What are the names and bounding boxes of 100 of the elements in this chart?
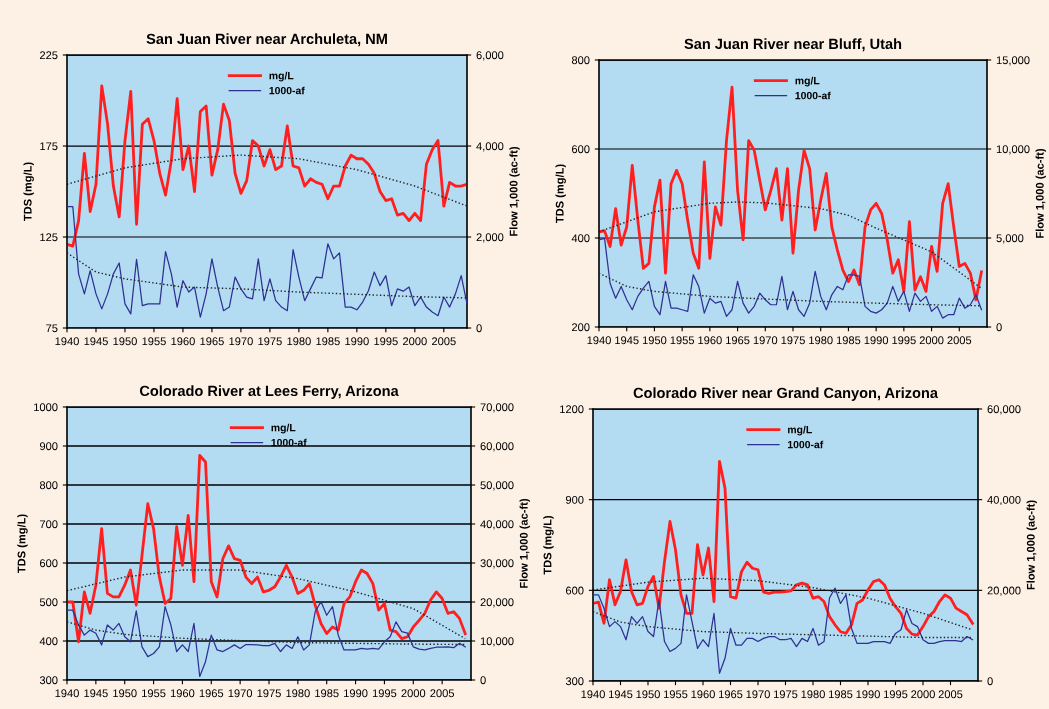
y2-axis-title: Flow 1,000 (ac-ft) [1035,148,1046,238]
y-tick-label: 600 [40,559,58,568]
y-axis-title: TDS (mg/L) [17,514,28,573]
line-series [593,459,974,637]
line-series [599,237,983,319]
x-tick-label: 1990 [344,689,368,698]
x-tick-label: 2000 [403,337,427,346]
x-tick-label: 1960 [698,336,722,345]
x-tick-label: 1945 [84,337,108,346]
line-series [599,85,983,302]
chart-title: Colorado River near Grand Canyon, Arizona [633,387,939,401]
x-tick-label: 2000 [911,690,935,699]
x-tick-label: 1970 [753,336,778,345]
x-tick-label: 1945 [615,336,639,345]
y2-tick-label: 10,000 [480,637,514,647]
legend-label: mg/L [788,425,812,436]
y2-tick-label: 0 [987,677,993,686]
x-tick-label: 1945 [84,689,108,698]
y2-axis-title: Flow 1,000 (ac-ft) [519,498,530,588]
x-tick-label: 1980 [286,689,310,698]
y2-tick-label: 4,000 [476,142,504,152]
x-tick-label: 1970 [746,690,770,699]
legend-label: 1000-af [795,91,831,100]
x-tick-label: 1995 [883,690,908,699]
x-tick-label: 1940 [55,337,79,346]
y2-tick-label: 60,000 [987,405,1021,415]
line-series [593,587,974,674]
line-series [67,252,467,299]
line-series [67,453,467,644]
x-tick-label: 1955 [663,690,688,699]
x-tick-label: 1950 [113,337,137,346]
line-series [67,621,466,646]
x-tick-label: 2000 [919,336,944,345]
x-tick-label: 1990 [856,690,880,699]
y2-axis-title: Flow 1,000 (ac-ft) [1026,500,1037,590]
y-tick-label: 500 [39,598,58,607]
x-tick-label: 1955 [142,689,166,698]
x-tick-label: 2005 [947,336,972,345]
x-tick-label: 1960 [171,337,195,346]
x-tick-label: 1985 [315,689,339,698]
y-tick-label: 800 [571,56,590,65]
x-tick-label: 1965 [718,690,743,699]
x-tick-label: 1965 [726,336,750,345]
x-tick-label: 1985 [828,690,853,699]
y2-tick-label: 20,000 [987,586,1021,596]
y2-tick-label: 20,000 [480,598,514,608]
y2-tick-label: 40,000 [480,520,514,530]
y-tick-label: 800 [39,481,58,490]
y2-axis-title: Flow 1,000 (ac-ft) [509,146,520,236]
y2-tick-label: 50,000 [480,481,514,491]
x-tick-label: 2000 [401,689,426,698]
x-tick-label: 1985 [316,337,340,346]
y2-tick-label: 15,000 [996,56,1030,66]
x-tick-label: 2005 [432,337,456,346]
y2-tick-label: 10,000 [996,145,1030,155]
y-tick-label: 400 [571,234,590,243]
x-tick-label: 1995 [374,337,398,346]
y2-tick-label: 0 [480,676,486,685]
x-tick-label: 1990 [864,336,889,345]
y-tick-label: 300 [565,677,584,686]
x-tick-label: 2005 [938,690,963,699]
x-tick-label: 1940 [581,690,605,699]
y2-tick-label: 60,000 [480,442,514,452]
y-tick-label: 175 [40,142,58,151]
x-tick-label: 1940 [55,689,79,698]
y-tick-label: 200 [571,323,590,332]
x-tick-label: 1970 [229,337,253,346]
y-tick-label: 900 [565,495,584,504]
legend-label: mg/L [271,423,296,434]
legend-label: mg/L [795,76,820,87]
x-tick-label: 1975 [258,337,282,346]
y2-tick-label: 0 [996,323,1002,332]
line-series [67,600,466,678]
y2-tick-label: 5,000 [996,234,1024,244]
x-tick-label: 1960 [170,689,195,698]
y2-tick-label: 6,000 [476,51,504,61]
x-tick-label: 1975 [257,689,281,698]
y-tick-label: 600 [572,145,590,154]
y-tick-label: 1000 [34,403,58,412]
y2-tick-label: 70,000 [480,403,514,413]
y2-tick-label: 2,000 [476,233,504,243]
x-tick-label: 1975 [781,336,805,345]
chart-title: Colorado River at Lees Ferry, Arizona [139,385,399,399]
x-tick-label: 1995 [372,689,397,698]
x-tick-label: 1965 [199,689,224,698]
y-tick-label: 125 [40,233,58,242]
x-tick-label: 1975 [773,690,798,699]
x-tick-label: 1995 [892,336,916,345]
line-series [599,201,983,289]
legend-label: 1000-af [271,438,307,447]
chart-title: San Juan River near Bluff, Utah [684,38,902,52]
y2-tick-label: 30,000 [480,559,514,569]
y-tick-label: 600 [566,586,584,595]
x-tick-label: 1980 [801,690,825,699]
x-tick-label: 1980 [287,337,311,346]
y-axis-title: TDS (mg/L) [543,515,554,575]
y-tick-label: 900 [39,442,58,451]
y-tick-label: 300 [39,676,58,685]
y2-tick-label: 40,000 [987,495,1021,506]
x-tick-label: 1945 [608,690,633,699]
